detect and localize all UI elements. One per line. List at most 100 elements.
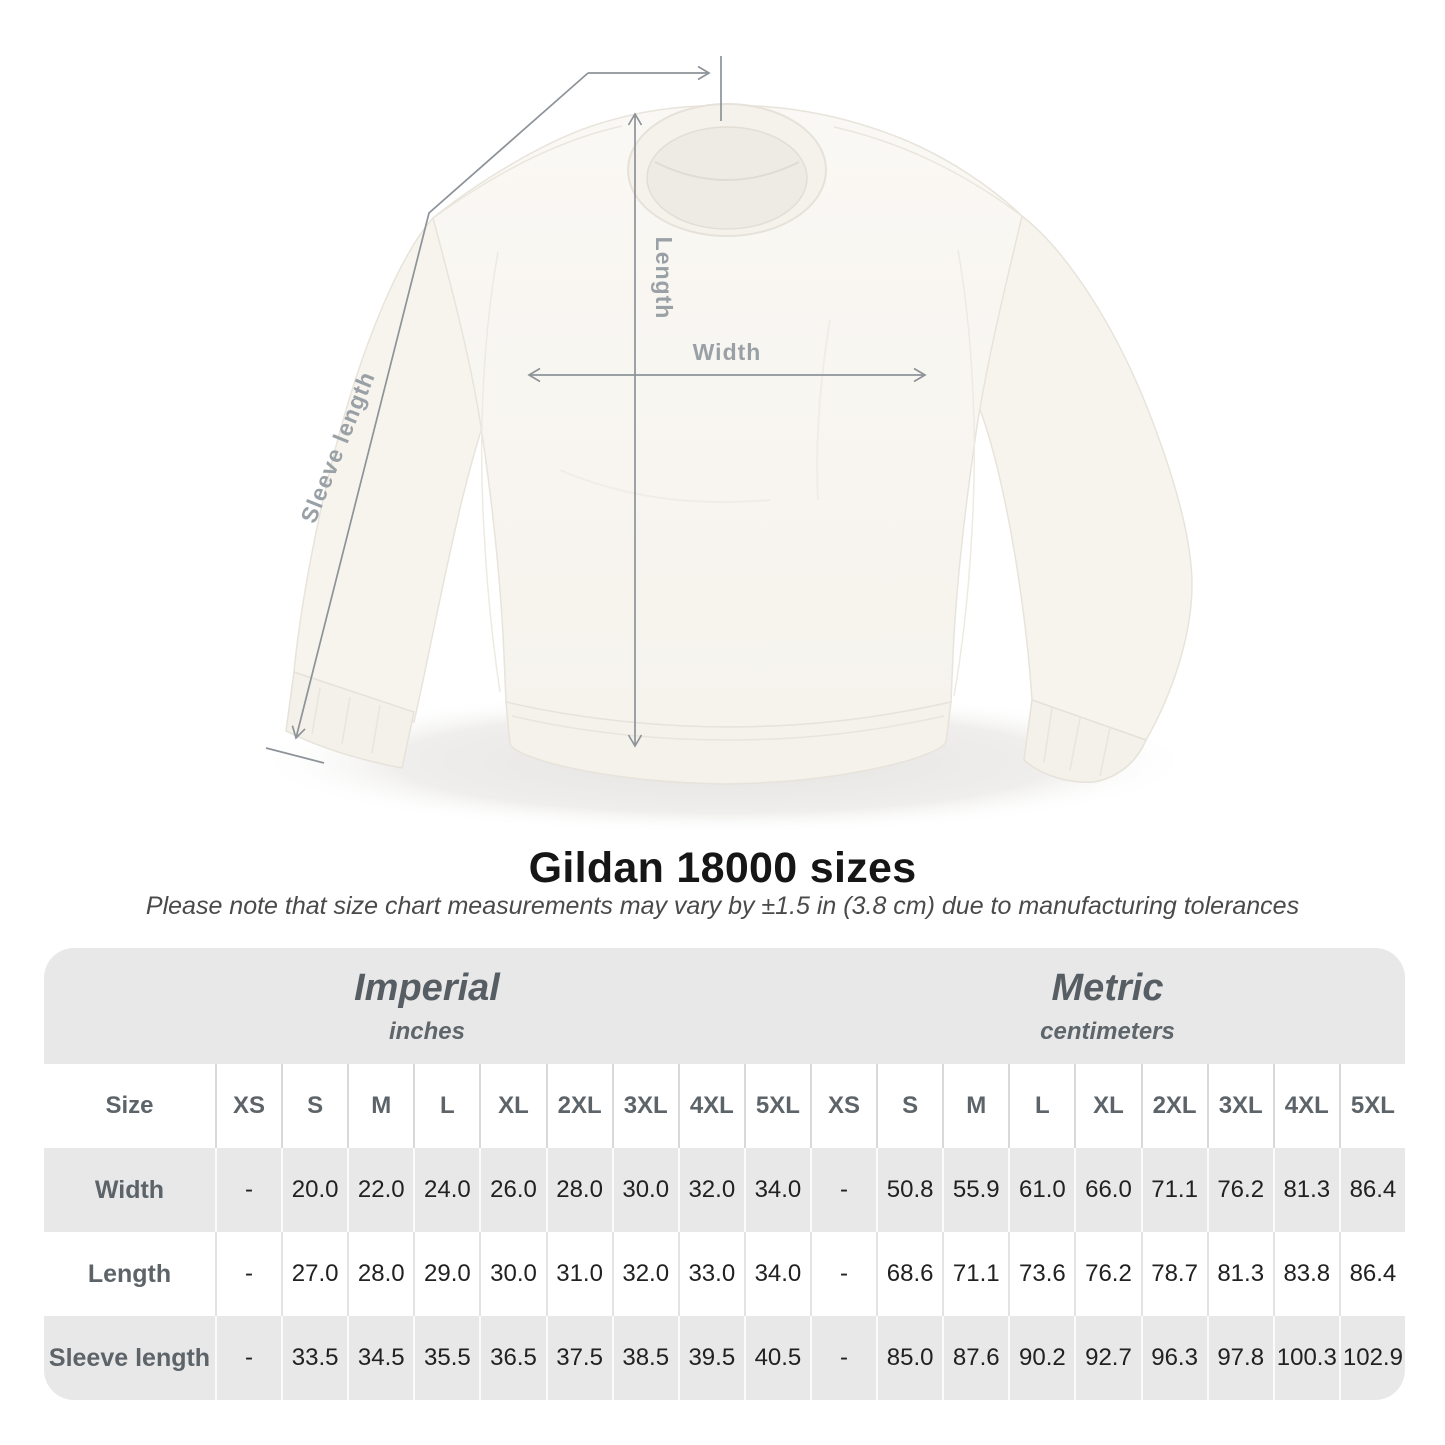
col-header-imperial-l: L xyxy=(413,1064,480,1148)
cell-sleeve-length-imperial-2xl: 37.5 xyxy=(545,1316,612,1400)
cell-length-imperial-s: 27.0 xyxy=(281,1232,348,1316)
cell-width-imperial-2xl: 28.0 xyxy=(545,1148,612,1232)
unit-section-row: Imperial inches Metric centimeters xyxy=(44,948,1405,1064)
table-row-width: Width -20.0 22.0 24.0 26.0 28.0 30.0 32.0 34.0-5… xyxy=(44,1148,1405,1232)
cell-length-imperial-5xl: 34.0 xyxy=(743,1232,810,1316)
cell-sleeve-length-metric-xl: 92.7 xyxy=(1074,1316,1141,1400)
cell-length-metric-2xl: 78.7 xyxy=(1140,1232,1207,1316)
cell-width-imperial-xs: - xyxy=(215,1148,282,1232)
cell-length-metric-4xl: 83.8 xyxy=(1272,1232,1339,1316)
cell-length-metric-5xl: 86.4 xyxy=(1338,1232,1405,1316)
cell-length-imperial-l: 29.0 xyxy=(413,1232,480,1316)
cell-sleeve-length-metric-s: 85.0 xyxy=(876,1316,943,1400)
cell-width-metric-l: 61.0 xyxy=(1008,1148,1075,1232)
cell-length-metric-3xl: 81.3 xyxy=(1206,1232,1273,1316)
cell-width-metric-2xl: 71.1 xyxy=(1140,1148,1207,1232)
cell-width-metric-3xl: 76.2 xyxy=(1206,1148,1273,1232)
cell-width-metric-xs: - xyxy=(809,1148,877,1232)
cell-sleeve-length-imperial-m: 34.5 xyxy=(347,1316,414,1400)
col-header-metric-5xl: 5XL xyxy=(1338,1064,1405,1148)
row-label-width: Width xyxy=(44,1148,215,1232)
cell-width-imperial-m: 22.0 xyxy=(347,1148,414,1232)
section-header-metric: Metric centimeters xyxy=(809,948,1405,1064)
cell-sleeve-length-metric-xs: - xyxy=(809,1316,877,1400)
size-table: Imperial inches Metric centimeters Size XS S M L… xyxy=(44,948,1405,1400)
section-unit: inches xyxy=(388,1017,465,1045)
hem-band xyxy=(505,701,952,785)
cell-length-imperial-m: 28.0 xyxy=(347,1232,414,1316)
collar-back-seam xyxy=(654,161,800,181)
col-header-imperial-xs: XS xyxy=(215,1064,282,1148)
width-label: Width xyxy=(693,339,762,365)
cell-sleeve-length-metric-3xl: 97.8 xyxy=(1206,1316,1273,1400)
right-shoulder-seam xyxy=(833,126,1023,217)
cell-width-imperial-s: 20.0 xyxy=(281,1148,348,1232)
col-header-imperial-2xl: 2XL xyxy=(545,1064,612,1148)
col-header-metric-4xl: 4XL xyxy=(1272,1064,1339,1148)
cell-width-imperial-3xl: 30.0 xyxy=(611,1148,678,1232)
cell-length-metric-xl: 76.2 xyxy=(1074,1232,1141,1316)
cell-sleeve-length-imperial-l: 35.5 xyxy=(413,1316,480,1400)
cell-width-imperial-l: 24.0 xyxy=(413,1148,480,1232)
section-unit: centimeters xyxy=(1040,1017,1175,1045)
col-header-metric-xl: XL xyxy=(1074,1064,1141,1148)
section-title: Metric xyxy=(1051,966,1164,1009)
left-shoulder-seam xyxy=(432,125,623,219)
cell-length-metric-s: 68.6 xyxy=(876,1232,943,1316)
right-armhole-seam xyxy=(953,249,976,697)
cell-length-imperial-xl: 30.0 xyxy=(479,1232,546,1316)
cell-length-imperial-xs: - xyxy=(215,1232,282,1316)
cell-sleeve-length-imperial-4xl: 39.5 xyxy=(677,1316,744,1400)
cell-sleeve-length-metric-4xl: 100.3 xyxy=(1272,1316,1339,1400)
col-header-imperial-4xl: 4XL xyxy=(677,1064,744,1148)
cell-sleeve-length-imperial-xs: - xyxy=(215,1316,282,1400)
col-header-imperial-3xl: 3XL xyxy=(611,1064,678,1148)
cell-length-metric-m: 71.1 xyxy=(942,1232,1009,1316)
table-row-length: Length -27.0 28.0 29.0 30.0 31.0 32.0 33.0 34.0-… xyxy=(44,1232,1405,1316)
right-cuff xyxy=(1023,698,1147,783)
col-header-imperial-5xl: 5XL xyxy=(743,1064,810,1148)
right-cuff-ribbing xyxy=(1043,707,1111,777)
cell-length-metric-l: 73.6 xyxy=(1008,1232,1075,1316)
row-label-length: Length xyxy=(44,1232,215,1316)
size-header-row: Size XS S M L XL 2XL 3XL 4XL 5XL XS S M L XL 2XL 3XL 4XL 5… xyxy=(44,1064,1405,1148)
cell-sleeve-length-metric-2xl: 96.3 xyxy=(1140,1316,1207,1400)
cell-width-imperial-4xl: 32.0 xyxy=(677,1148,744,1232)
left-armhole-seam xyxy=(480,251,501,693)
col-header-metric-l: L xyxy=(1008,1064,1075,1148)
size-table-panel: Imperial inches Metric centimeters Size XS S M L… xyxy=(44,948,1405,1400)
section-title: Imperial xyxy=(354,966,500,1009)
cell-sleeve-length-imperial-xl: 36.5 xyxy=(479,1316,546,1400)
cell-sleeve-length-imperial-s: 33.5 xyxy=(281,1316,348,1400)
cell-sleeve-length-imperial-5xl: 40.5 xyxy=(743,1316,810,1400)
col-header-imperial-s: S xyxy=(281,1064,348,1148)
col-header-metric-s: S xyxy=(876,1064,943,1148)
page-title: Gildan 18000 sizes xyxy=(528,844,917,892)
col-header-metric-m: M xyxy=(942,1064,1009,1148)
cell-sleeve-length-metric-5xl: 102.9 xyxy=(1338,1316,1405,1400)
cell-width-metric-xl: 66.0 xyxy=(1074,1148,1141,1232)
col-header-imperial-m: M xyxy=(347,1064,414,1148)
col-header-imperial-xl: XL xyxy=(479,1064,546,1148)
cell-sleeve-length-imperial-3xl: 38.5 xyxy=(611,1316,678,1400)
cell-length-imperial-2xl: 31.0 xyxy=(545,1232,612,1316)
sweatshirt-diagram: Width Length Sleeve length xyxy=(255,56,1195,834)
cell-length-imperial-4xl: 33.0 xyxy=(677,1232,744,1316)
collar-inner xyxy=(646,126,808,230)
row-label-sleeve-length: Sleeve length xyxy=(44,1316,215,1400)
cell-sleeve-length-metric-l: 90.2 xyxy=(1008,1316,1075,1400)
cell-length-imperial-3xl: 32.0 xyxy=(611,1232,678,1316)
left-cuff-ribbing xyxy=(311,687,381,754)
sleeve-length-line xyxy=(291,72,589,740)
cell-width-imperial-xl: 26.0 xyxy=(479,1148,546,1232)
cell-width-metric-s: 50.8 xyxy=(876,1148,943,1232)
size-column-header: Size xyxy=(44,1064,215,1148)
cell-sleeve-length-metric-m: 87.6 xyxy=(942,1316,1009,1400)
cell-width-metric-5xl: 86.4 xyxy=(1338,1148,1405,1232)
length-label: Length xyxy=(651,237,677,320)
col-header-metric-3xl: 3XL xyxy=(1206,1064,1273,1148)
fabric-wrinkles xyxy=(559,319,831,504)
sleeve-cuff-tick xyxy=(265,747,325,764)
tolerance-note: Please note that size chart measurements… xyxy=(145,892,1300,920)
